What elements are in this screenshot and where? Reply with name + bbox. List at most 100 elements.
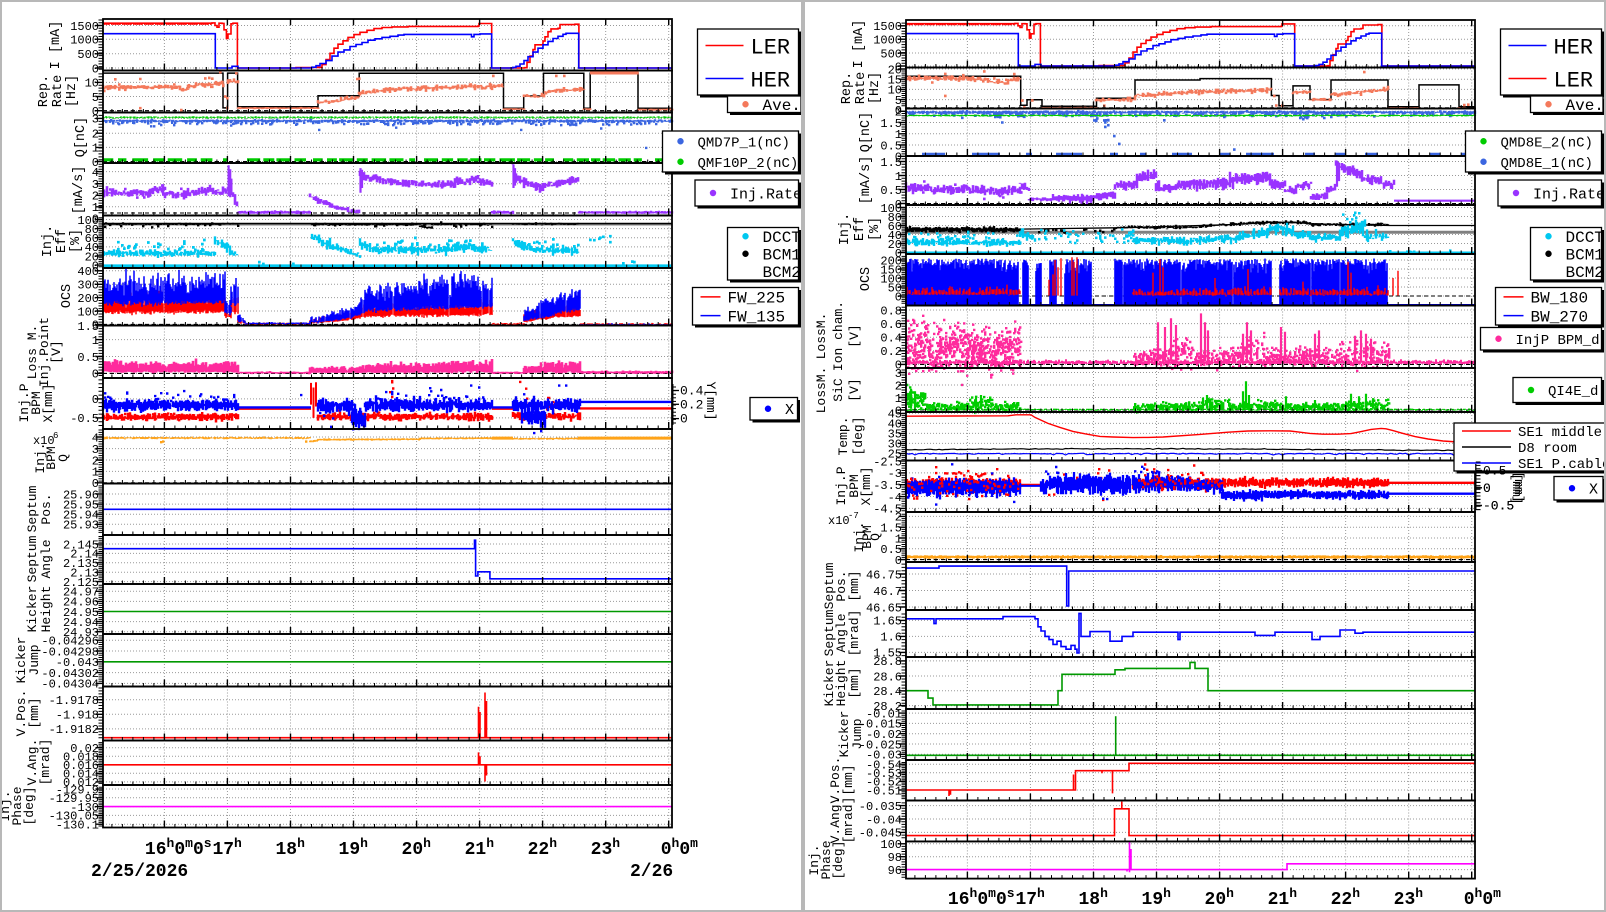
svg-text:0: 0: [92, 105, 99, 119]
svg-text:1000: 1000: [70, 34, 99, 48]
svg-text:2: 2: [92, 190, 99, 204]
svg-text:Angle: Angle: [39, 539, 54, 578]
svg-text:Inj.: Inj.: [852, 521, 867, 552]
svg-text:1.55: 1.55: [873, 647, 902, 661]
svg-text:Jump: Jump: [850, 718, 865, 749]
svg-text:-0.03: -0.03: [866, 749, 902, 763]
svg-text:1: 1: [92, 201, 99, 215]
svg-text:1000: 1000: [873, 34, 902, 48]
svg-text:40: 40: [888, 418, 902, 432]
svg-text:Eff: Eff: [853, 217, 868, 241]
svg-text:BPM: BPM: [29, 391, 44, 414]
svg-text:0: 0: [895, 104, 902, 118]
svg-text:0: 0: [92, 477, 99, 491]
svg-text:[Hz]: [Hz]: [868, 72, 883, 104]
svg-text:0: 0: [92, 393, 99, 407]
svg-text:Rep.: Rep.: [840, 72, 855, 104]
svg-text:-129.95: -129.95: [49, 792, 99, 806]
svg-text:-3: -3: [888, 467, 902, 481]
svg-text:[mrad]: [mrad]: [38, 739, 53, 786]
svg-text:5: 5: [92, 91, 99, 105]
svg-text:1: 1: [895, 532, 902, 546]
svg-text:0.8: 0.8: [880, 304, 902, 318]
svg-text:-0.045: -0.045: [859, 827, 902, 841]
svg-text:2: 2: [895, 511, 902, 525]
svg-text:25.93: 25.93: [63, 519, 99, 533]
svg-text:-129.9: -129.9: [56, 783, 99, 797]
svg-text:Phase: Phase: [10, 786, 25, 825]
svg-text:[V]: [V]: [847, 324, 862, 347]
svg-text:80: 80: [85, 223, 99, 237]
svg-text:16h0m0s: 16h0m0s: [948, 886, 1015, 910]
svg-text:FW_135: FW_135: [728, 308, 786, 326]
svg-text:150: 150: [880, 263, 902, 277]
svg-text:0.6: 0.6: [880, 318, 902, 332]
svg-text:-0.5: -0.5: [70, 412, 99, 426]
svg-text:100: 100: [880, 202, 902, 216]
svg-text:20: 20: [85, 250, 99, 264]
svg-text:Kicker: Kicker: [25, 586, 40, 633]
svg-text:Angle: Angle: [834, 613, 849, 652]
svg-text:-0.04296: -0.04296: [41, 635, 99, 649]
svg-text:0.014: 0.014: [63, 768, 99, 782]
svg-text:[mrad]: [mrad]: [847, 610, 862, 657]
svg-text:-0.04298: -0.04298: [41, 645, 99, 659]
svg-text:500: 500: [880, 47, 902, 61]
svg-text:-0.51: -0.51: [866, 784, 902, 798]
svg-text:24.94: 24.94: [63, 616, 99, 630]
svg-text:0.012: 0.012: [63, 776, 99, 790]
svg-text:20: 20: [888, 63, 902, 77]
svg-text:25.94: 25.94: [63, 509, 99, 523]
svg-text:5: 5: [895, 94, 902, 108]
svg-text:SE1 P.cable: SE1 P.cable: [1518, 457, 1606, 473]
svg-text:0.5: 0.5: [77, 351, 99, 365]
svg-text:QI4E_d: QI4E_d: [1548, 384, 1598, 400]
svg-text:25: 25: [888, 448, 902, 462]
svg-text:BPM: BPM: [860, 525, 875, 548]
svg-text:0: 0: [92, 156, 99, 170]
svg-text:2: 2: [92, 128, 99, 142]
svg-text:X: X: [785, 402, 794, 419]
svg-text:100: 100: [880, 838, 902, 852]
svg-text:[deg]: [deg]: [22, 786, 37, 825]
svg-text:Pos.: Pos.: [39, 493, 54, 524]
svg-text:-2.5: -2.5: [873, 455, 902, 469]
svg-text:400: 400: [77, 265, 99, 279]
svg-text:Inj.Rate: Inj.Rate: [1533, 186, 1605, 203]
svg-text:-1.9178: -1.9178: [49, 694, 99, 708]
svg-text:LossM.: LossM.: [814, 313, 829, 360]
svg-text:Kicker: Kicker: [837, 711, 852, 758]
svg-text:Loss M.: Loss M.: [25, 325, 40, 380]
svg-text:0.5: 0.5: [880, 543, 902, 557]
svg-text:0h0m: 0h0m: [661, 836, 698, 860]
svg-text:[%]: [%]: [69, 229, 84, 253]
svg-text:[mm]: [mm]: [1511, 471, 1526, 502]
svg-text:BCM1: BCM1: [1566, 247, 1604, 265]
svg-text:15: 15: [888, 74, 902, 88]
svg-text:1.6: 1.6: [880, 631, 902, 645]
svg-text:16h0m0s: 16h0m0s: [145, 836, 212, 860]
svg-text:4: 4: [92, 166, 99, 180]
svg-text:Septum: Septum: [822, 609, 837, 656]
svg-text:BW_180: BW_180: [1531, 290, 1589, 308]
svg-text:60: 60: [85, 232, 99, 246]
svg-text:BCM2: BCM2: [763, 264, 801, 282]
svg-text:35: 35: [888, 428, 902, 442]
svg-text:-0.5: -0.5: [1483, 499, 1514, 514]
svg-text:3: 3: [92, 443, 99, 457]
svg-text:1: 1: [895, 128, 902, 142]
svg-text:100: 100: [880, 272, 902, 286]
svg-text:0: 0: [92, 259, 99, 273]
svg-text:0: 0: [895, 359, 902, 373]
svg-text:40: 40: [888, 229, 902, 243]
svg-text:Rep.: Rep.: [37, 75, 52, 107]
svg-text:Pos.: Pos.: [834, 570, 849, 601]
svg-text:24.93: 24.93: [63, 626, 99, 640]
svg-text:Y[mm]: Y[mm]: [703, 381, 718, 420]
svg-text:QMD8E_1(nC): QMD8E_1(nC): [1501, 156, 1593, 172]
svg-text:Ave.: Ave.: [1566, 97, 1604, 115]
svg-text:0: 0: [92, 213, 99, 227]
svg-text:0: 0: [895, 247, 902, 261]
svg-text:0: 0: [895, 554, 902, 568]
svg-text:Inj.: Inj.: [41, 225, 56, 257]
